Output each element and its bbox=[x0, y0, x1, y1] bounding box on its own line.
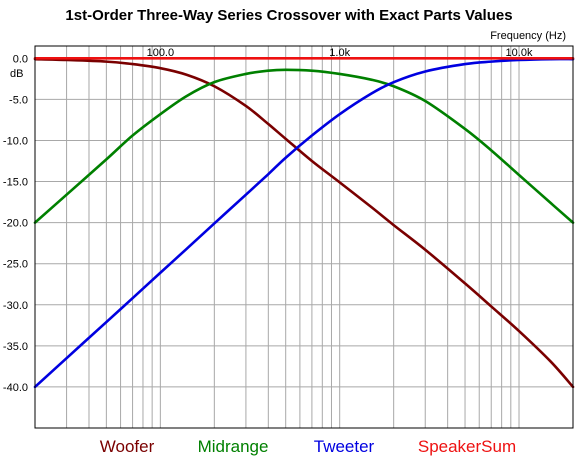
y-tick-label: -15.0 bbox=[3, 177, 28, 189]
x-tick-label: 10.0k bbox=[506, 47, 533, 59]
legend-entry-woofer: Woofer bbox=[100, 437, 155, 456]
plot-frame bbox=[34, 45, 574, 429]
y-tick-label: -40.0 bbox=[3, 382, 28, 394]
series-line-woofer bbox=[33, 57, 575, 389]
series-lines bbox=[33, 57, 575, 389]
y-tick-label: -35.0 bbox=[3, 341, 28, 353]
y-tick-label: -5.0 bbox=[9, 94, 28, 106]
legend-entry-speakersum: SpeakerSum bbox=[418, 437, 516, 456]
legend: Woofer Midrange Tweeter SpeakerSum bbox=[100, 437, 516, 456]
y-tick-label: 0.0 bbox=[13, 53, 28, 65]
legend-entry-midrange: Midrange bbox=[198, 437, 269, 456]
y-tick-label: -20.0 bbox=[3, 218, 28, 230]
tick-labels: 100.0 1.0k 10.0k 0.0 -5.0 -10.0 -15.0 -20.0 -25.… bbox=[3, 47, 533, 394]
x-tick-label: 100.0 bbox=[147, 47, 175, 59]
y-tick-label: -30.0 bbox=[3, 300, 28, 312]
series-line-tweeter bbox=[33, 57, 575, 389]
grid bbox=[35, 46, 573, 428]
y-axis-label: dB bbox=[10, 68, 23, 80]
x-axis-label: Frequency (Hz) bbox=[490, 30, 566, 42]
legend-entry-tweeter: Tweeter bbox=[314, 437, 375, 456]
y-tick-label: -10.0 bbox=[3, 135, 28, 147]
y-tick-label: -25.0 bbox=[3, 259, 28, 271]
chart-title: 1st-Order Three-Way Series Crossover wit… bbox=[65, 7, 512, 24]
series-line-midrange bbox=[33, 68, 575, 224]
x-tick-label: 1.0k bbox=[329, 47, 350, 59]
